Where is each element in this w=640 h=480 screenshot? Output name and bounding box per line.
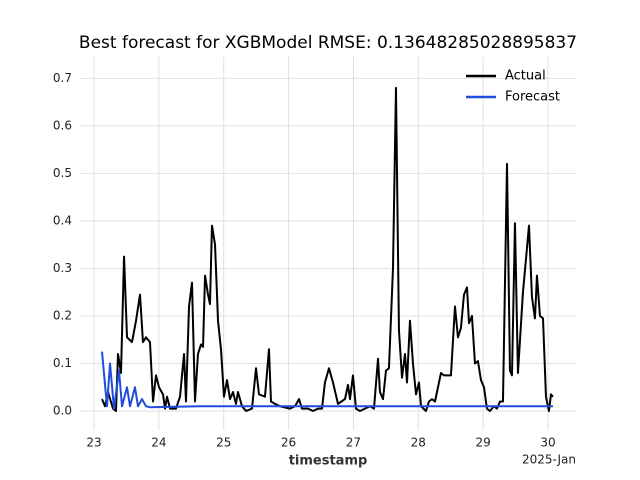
x-tick-label: 24 xyxy=(151,436,166,450)
y-tick-label: 0.1 xyxy=(53,356,72,370)
y-tick-label: 0.5 xyxy=(53,166,72,180)
x-tick-label: 28 xyxy=(411,436,426,450)
series-line xyxy=(100,351,553,410)
legend-label: Actual xyxy=(505,69,546,84)
y-tick-label: 0.3 xyxy=(53,261,72,275)
y-tick-label: 0.2 xyxy=(53,308,72,322)
x-tick-label: 29 xyxy=(475,436,490,450)
x-axis-label: timestamp xyxy=(289,454,368,469)
x-tick-label: 30 xyxy=(540,436,555,450)
x-tick-label: 25 xyxy=(216,436,231,450)
y-tick-label: 0.0 xyxy=(53,403,72,417)
x-tick-label: 23 xyxy=(86,436,101,450)
legend-label: Forecast xyxy=(505,90,560,105)
y-tick-label: 0.7 xyxy=(53,71,72,85)
chart-title: Best forecast for XGBModel RMSE: 0.13648… xyxy=(79,33,577,53)
x-tick-label: 26 xyxy=(281,436,296,450)
y-tick-label: 0.4 xyxy=(53,213,72,227)
y-tick-label: 0.6 xyxy=(53,118,72,132)
x-tick-label: 27 xyxy=(346,436,361,450)
x-offset-label: 2025-Jan xyxy=(522,453,576,467)
series-line xyxy=(101,86,554,412)
